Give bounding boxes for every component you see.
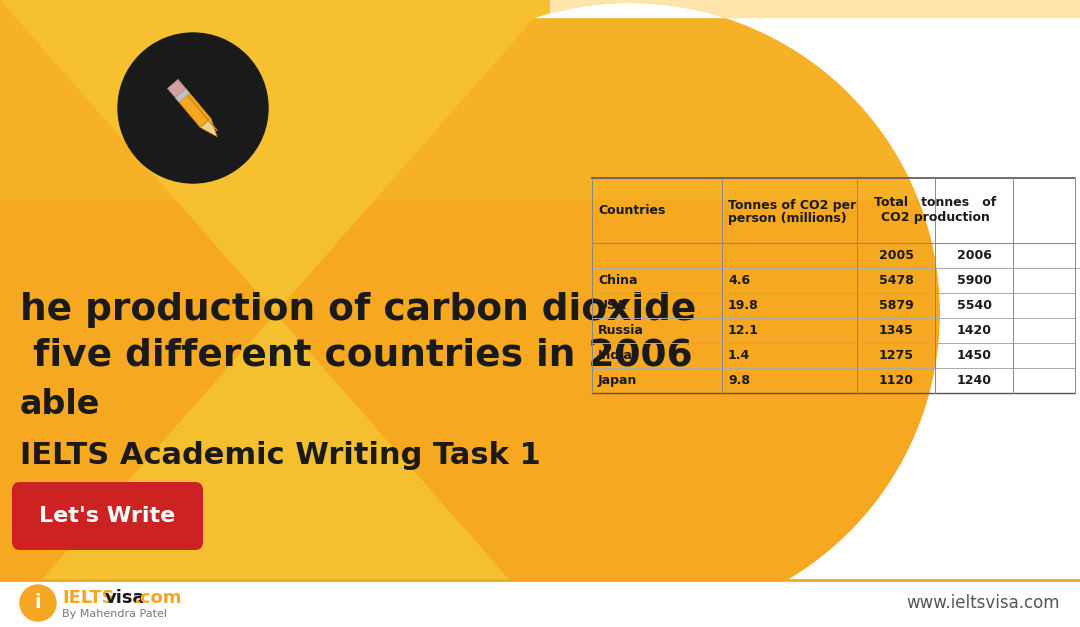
Text: Countries: Countries (598, 204, 665, 217)
Text: www.ieltsvisa.com: www.ieltsvisa.com (906, 594, 1059, 612)
Text: Let's Write: Let's Write (39, 506, 175, 526)
Text: IELTS Academic Writing Task 1: IELTS Academic Writing Task 1 (21, 441, 541, 470)
Text: 19.8: 19.8 (728, 299, 759, 312)
FancyBboxPatch shape (12, 482, 203, 550)
Text: 1450: 1450 (957, 349, 991, 362)
Text: Russia: Russia (598, 324, 644, 337)
Text: 5900: 5900 (957, 274, 991, 287)
Polygon shape (550, 0, 1080, 627)
Text: 1345: 1345 (878, 324, 914, 337)
Text: Tonnes of CO2 per: Tonnes of CO2 per (728, 199, 856, 212)
Polygon shape (200, 119, 217, 137)
Text: By Mahendra Patel: By Mahendra Patel (62, 609, 167, 619)
Text: i: i (35, 594, 41, 613)
Text: IELTS: IELTS (62, 589, 114, 607)
Polygon shape (167, 80, 186, 98)
Text: CO2 production: CO2 production (880, 211, 989, 224)
Text: 1420: 1420 (957, 324, 991, 337)
Text: able: able (21, 389, 100, 421)
Text: person (millions): person (millions) (728, 212, 847, 225)
Text: Total   tonnes   of: Total tonnes of (874, 196, 996, 209)
Text: 9.8: 9.8 (728, 374, 750, 387)
Circle shape (21, 585, 56, 621)
Text: 5478: 5478 (878, 274, 914, 287)
Text: 2006: 2006 (957, 249, 991, 262)
Circle shape (118, 33, 268, 183)
Text: 2005: 2005 (878, 249, 914, 262)
Polygon shape (175, 88, 190, 102)
Text: Japan: Japan (598, 374, 637, 387)
Text: India: India (598, 349, 633, 362)
Polygon shape (0, 580, 1080, 627)
Polygon shape (0, 0, 940, 627)
Text: visa: visa (105, 589, 146, 607)
Text: 1240: 1240 (957, 374, 991, 387)
Text: 5540: 5540 (957, 299, 991, 312)
Polygon shape (535, 3, 1080, 623)
Text: .com: .com (133, 589, 181, 607)
Polygon shape (175, 88, 211, 127)
Text: 5879: 5879 (879, 299, 914, 312)
Text: USA: USA (598, 299, 626, 312)
Text: 4.6: 4.6 (728, 274, 751, 287)
Polygon shape (535, 3, 1080, 623)
Text: 12.1: 12.1 (728, 324, 759, 337)
Text: 1275: 1275 (878, 349, 914, 362)
Text: 1120: 1120 (878, 374, 914, 387)
Text: China: China (598, 274, 637, 287)
Text: he production of carbon dioxide: he production of carbon dioxide (21, 292, 697, 328)
Polygon shape (0, 0, 1080, 200)
Text: 1.4: 1.4 (728, 349, 751, 362)
Text: five different countries in 2006: five different countries in 2006 (21, 337, 692, 373)
